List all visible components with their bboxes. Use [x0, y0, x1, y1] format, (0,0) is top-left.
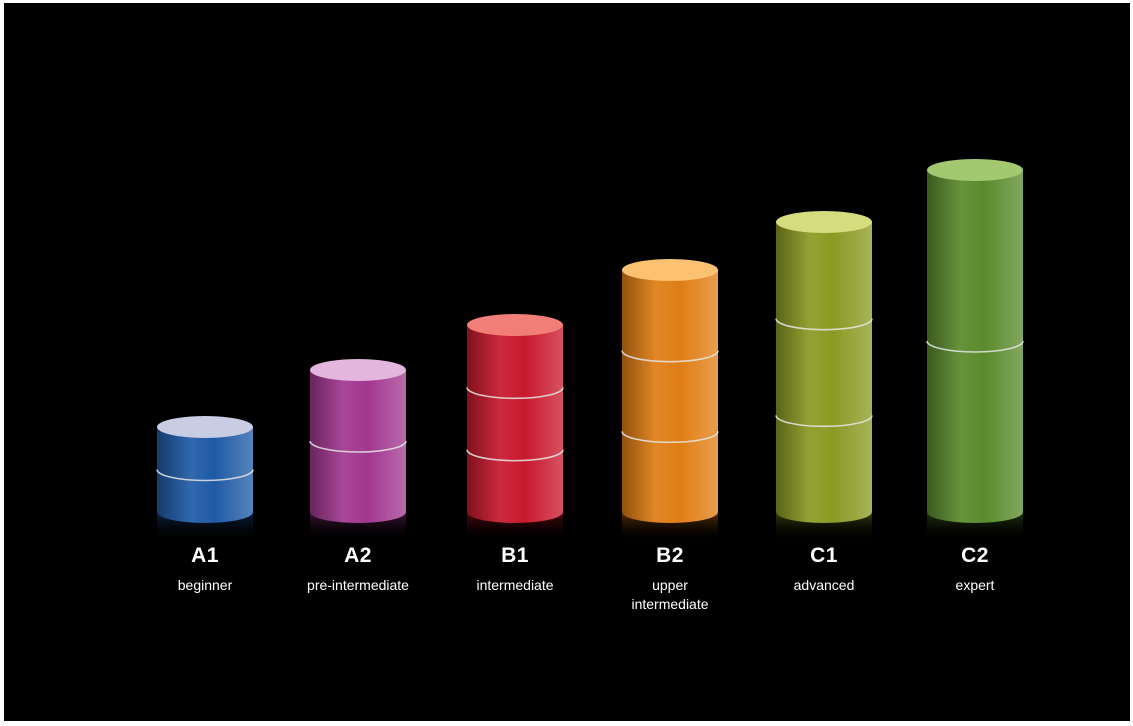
cylinder-body-c1 [776, 222, 872, 523]
cylinder-top-a2 [310, 359, 406, 381]
cylinder-top-c2 [927, 159, 1023, 181]
level-code-c2: C2 [961, 544, 989, 567]
segment-divider [621, 431, 719, 444]
level-code-c1: C1 [810, 544, 838, 567]
segment-divider [466, 449, 564, 462]
cylinder-reflection-a1 [157, 512, 253, 542]
cylinder-reflection-b2 [622, 512, 718, 542]
level-code-a2: A2 [344, 544, 372, 567]
cylinder-reflection-c1 [776, 512, 872, 542]
cylinder-reflection-c2 [927, 512, 1023, 542]
level-name-b2: upper intermediate [631, 577, 709, 612]
cylinder-reflection-b1 [467, 512, 563, 542]
cylinder-top-a1 [157, 416, 253, 438]
segment-divider [775, 415, 873, 428]
segment-divider [309, 440, 407, 453]
segment-divider [621, 350, 719, 363]
level-name-a2: pre-intermediate [307, 577, 409, 593]
cylinder-body-b1 [467, 325, 563, 523]
segment-divider [926, 340, 1024, 353]
cylinder-top-b1 [467, 314, 563, 336]
segment-divider [466, 387, 564, 400]
level-code-b2: B2 [656, 544, 684, 567]
level-code-a1: A1 [191, 544, 219, 567]
level-name-c1: advanced [793, 577, 855, 593]
cylinder-top-c1 [776, 211, 872, 233]
cylinder-a1 [156, 416, 254, 523]
segment-divider [775, 318, 873, 331]
level-name-b1: intermediate [476, 577, 554, 593]
cylinder-body-a2 [310, 370, 406, 523]
cylinder-c1 [775, 211, 873, 523]
cylinder-body-a1 [157, 427, 253, 523]
cylinder-body-c2 [927, 170, 1023, 523]
cylinder-top-b2 [622, 259, 718, 281]
cylinder-c2 [926, 159, 1024, 523]
cylinder-b1 [466, 314, 564, 523]
level-code-b1: B1 [501, 544, 529, 567]
cylinder-body-b2 [622, 270, 718, 523]
segment-divider [156, 469, 254, 482]
cylinder-b2 [621, 259, 719, 523]
cylinder-a2 [309, 359, 407, 523]
level-name-a1: beginner [177, 577, 233, 593]
cylinder-reflection-a2 [310, 512, 406, 542]
level-name-c2: expert [955, 577, 995, 593]
